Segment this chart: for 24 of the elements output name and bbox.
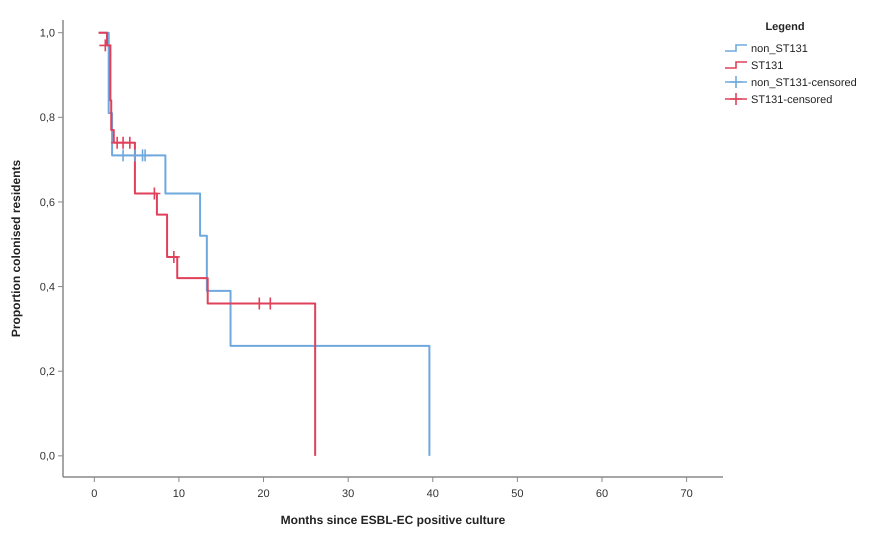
point [98, 38, 112, 52]
legend-label: non_ST131-censored [751, 76, 857, 89]
point [123, 136, 137, 150]
x-tick-label: 0 [91, 488, 98, 500]
point [116, 148, 130, 162]
x-axis-title: Months since ESBL-EC positive culture [280, 513, 506, 527]
x-tick-label: 70 [680, 488, 693, 500]
x-tick-label: 10 [172, 488, 186, 500]
y-tick-label: 1,0 [40, 28, 55, 40]
y-tick-label: 0,8 [40, 112, 55, 124]
legend-label: non_ST131 [751, 42, 808, 55]
x-tick-label: 40 [426, 488, 439, 500]
y-tick-label: 0,6 [40, 196, 55, 209]
legend-label: ST131-censored [751, 94, 832, 106]
x-tick-label: 60 [596, 488, 608, 500]
y-tick-label: 0,4 [40, 281, 55, 294]
legend-label: ST131 [751, 60, 784, 72]
x-tick-label: 30 [342, 488, 354, 500]
x-tick-label: 50 [511, 488, 524, 500]
legend-title: Legend [765, 21, 805, 33]
y-tick-label: 0,0 [40, 450, 55, 463]
y-axis-title: Proportion colonised residents [9, 159, 23, 338]
x-tick-label: 20 [257, 488, 270, 500]
y-tick-label: 0,2 [40, 366, 55, 378]
